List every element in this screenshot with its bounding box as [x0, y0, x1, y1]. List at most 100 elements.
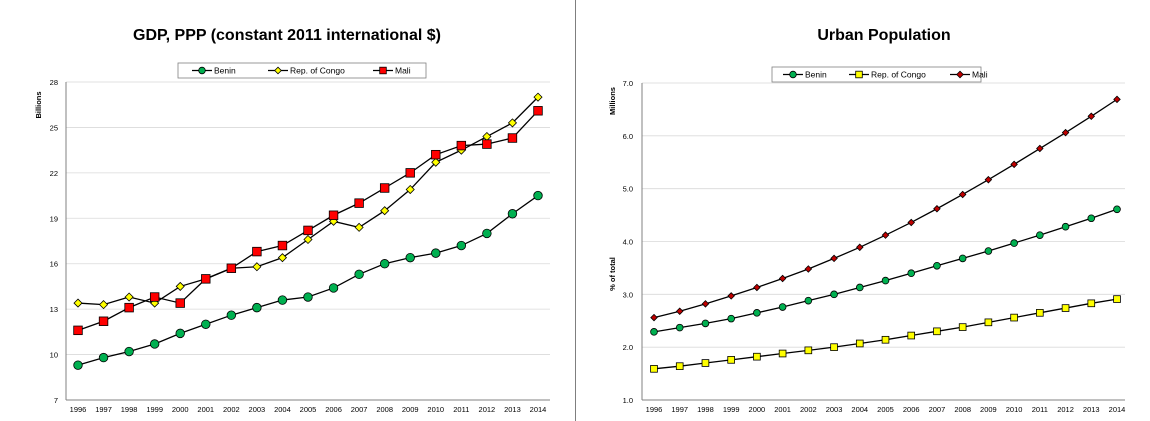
- x-tick-label: 2007: [929, 405, 946, 414]
- legend-label: Mali: [395, 66, 411, 76]
- legend-label: Benin: [214, 66, 236, 76]
- x-tick-label: 2012: [479, 405, 496, 414]
- y-tick-label: 7.0: [623, 79, 633, 88]
- legend-label: Rep. of Congo: [871, 70, 926, 80]
- data-point: [1113, 295, 1121, 303]
- data-point: [1087, 299, 1096, 308]
- data-point: [907, 218, 915, 227]
- x-tick-label: 2004: [274, 405, 291, 414]
- x-tick-label: 2008: [376, 405, 393, 414]
- data-point: [175, 281, 185, 291]
- data-point: [201, 319, 211, 329]
- data-point: [431, 157, 441, 167]
- x-tick-label: 2013: [504, 405, 521, 414]
- data-point: [507, 133, 518, 143]
- x-tick-label: 1996: [70, 405, 87, 414]
- series-line: [653, 98, 1118, 319]
- data-point: [456, 240, 467, 251]
- x-tick-label: 2005: [300, 405, 317, 414]
- data-point: [804, 346, 813, 355]
- plot-area: 1.0 2.0 3.0 4.0 5.0 6.0 7.0 1996 1997 1998 1999 200…: [623, 79, 1126, 414]
- data-point: [533, 92, 543, 102]
- x-tick-label: 2004: [851, 405, 868, 414]
- data-point: [701, 319, 710, 328]
- x-tick-label: 2000: [749, 405, 766, 414]
- data-point: [1036, 144, 1044, 153]
- data-point: [753, 352, 761, 361]
- data-point: [252, 246, 262, 257]
- data-point: [1087, 214, 1096, 223]
- x-tick-label: 2002: [223, 405, 240, 414]
- data-point: [431, 149, 441, 160]
- data-point: [482, 228, 492, 239]
- x-tick-label: 2009: [980, 405, 997, 414]
- data-point: [933, 204, 941, 213]
- legend: Benin Rep. of Congo Mali: [177, 62, 427, 79]
- data-point: [830, 254, 838, 263]
- data-point: [984, 247, 993, 255]
- x-tick-label: 1999: [146, 405, 163, 414]
- y-tick-label: 3.0: [623, 290, 633, 299]
- plot-area: 7 10 13 16 19 22 25 28 1996 1997 1998 1999 2000 2001 2…: [50, 78, 550, 414]
- data-point: [98, 352, 109, 363]
- y-tick-label: 7: [54, 396, 58, 405]
- data-point: [958, 323, 967, 331]
- x-tick-label: 2007: [351, 405, 368, 414]
- data-point: [149, 292, 160, 302]
- data-point: [73, 325, 83, 336]
- data-point: [354, 198, 364, 208]
- data-point: [753, 309, 761, 317]
- legend-label: Mali: [972, 70, 988, 80]
- data-point: [73, 298, 83, 308]
- data-point: [226, 263, 237, 273]
- data-point: [984, 175, 993, 184]
- legend: Benin Rep. of Congo Mali: [771, 66, 988, 83]
- data-point: [1061, 128, 1070, 137]
- data-point: [830, 290, 838, 299]
- chart-title: Urban Population: [817, 27, 950, 44]
- x-tick-label: 2003: [826, 405, 843, 414]
- data-point: [1010, 239, 1018, 247]
- data-point: [907, 331, 916, 340]
- data-point: [855, 283, 864, 292]
- data-point: [778, 274, 787, 283]
- y-tick-label: 4.0: [623, 238, 633, 247]
- data-point: [856, 243, 864, 252]
- data-point: [881, 276, 890, 285]
- data-point: [175, 328, 185, 339]
- data-point: [73, 360, 83, 370]
- data-point: [1010, 313, 1018, 322]
- x-tick-label: 2006: [903, 405, 920, 414]
- data-point: [277, 240, 288, 251]
- data-point: [1087, 112, 1096, 121]
- data-point: [727, 314, 735, 323]
- chart-title: GDP, PPP (constant 2011 international $): [133, 27, 441, 44]
- data-point: [379, 259, 390, 269]
- data-point: [855, 70, 863, 79]
- data-point: [303, 292, 313, 302]
- gdp-chart: GDP, PPP (constant 2011 international $)…: [34, 27, 550, 414]
- data-point: [303, 225, 313, 236]
- x-tick-label: 1998: [121, 405, 138, 414]
- data-point: [675, 362, 684, 370]
- x-tick-label: 2005: [877, 405, 894, 414]
- x-tick-label: 2010: [1006, 405, 1023, 414]
- y-tick-label: 22: [50, 169, 58, 178]
- y-axis-label: Billions: [34, 91, 43, 118]
- legend-box: [177, 62, 427, 79]
- data-point: [907, 269, 916, 278]
- data-point: [778, 303, 787, 311]
- data-point: [1036, 309, 1044, 317]
- data-point: [804, 296, 813, 305]
- x-tick-label: 2011: [1032, 405, 1048, 414]
- data-point: [507, 209, 518, 219]
- data-point: [650, 328, 658, 336]
- x-tick-label: 2010: [427, 405, 444, 414]
- data-point: [328, 283, 339, 293]
- y-tick-label: 25: [50, 123, 58, 132]
- data-point: [804, 265, 813, 273]
- data-point: [1061, 222, 1070, 231]
- data-point: [252, 262, 262, 272]
- data-point: [1010, 160, 1018, 169]
- data-point: [855, 339, 864, 348]
